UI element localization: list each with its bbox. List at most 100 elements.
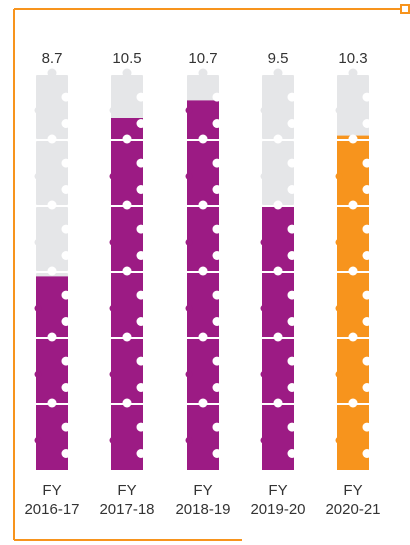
category-label: FY <box>343 482 362 499</box>
puzzle-top-tab <box>348 68 358 78</box>
puzzle-knob <box>362 317 372 326</box>
puzzle-piece-empty <box>36 75 68 139</box>
puzzle-knob <box>61 383 71 392</box>
puzzle-knob <box>362 224 372 234</box>
puzzle-knob <box>136 92 146 102</box>
puzzle-knob <box>198 200 208 210</box>
puzzle-knob <box>362 185 372 194</box>
puzzle-knob <box>273 200 283 210</box>
puzzle-knob <box>212 422 222 432</box>
puzzle-knob <box>61 158 71 168</box>
puzzle-knob <box>136 185 146 194</box>
puzzle-piece-empty <box>337 75 369 139</box>
puzzle-knob <box>136 422 146 432</box>
puzzle-knob <box>61 251 71 260</box>
puzzle-knob <box>61 317 71 326</box>
category-label: FY <box>42 482 61 499</box>
puzzle-knob <box>136 290 146 300</box>
puzzle-knob <box>287 422 297 432</box>
puzzle-knob <box>287 224 297 234</box>
puzzle-knob <box>362 119 372 128</box>
puzzle-tab <box>260 304 268 312</box>
puzzle-knob <box>122 134 132 144</box>
puzzle-knob <box>136 449 146 458</box>
puzzle-tab <box>109 238 117 246</box>
puzzle-knob <box>212 92 222 102</box>
puzzle-knob <box>47 398 57 408</box>
puzzle-knob <box>136 158 146 168</box>
puzzle-knob <box>61 290 71 300</box>
puzzle-tab <box>260 370 268 378</box>
category-label: 2016-17 <box>24 501 79 518</box>
category-label: 2017-18 <box>99 501 154 518</box>
puzzle-knob <box>212 356 222 366</box>
puzzle-piece-empty <box>262 75 294 139</box>
puzzle-knob <box>198 266 208 276</box>
puzzle-knob <box>136 251 146 260</box>
puzzle-knob <box>212 224 222 234</box>
puzzle-tab <box>34 370 42 378</box>
puzzle-knob <box>198 332 208 342</box>
puzzle-knob <box>287 185 297 194</box>
puzzle-knob <box>362 383 372 392</box>
puzzle-top-tab <box>198 68 208 78</box>
puzzle-tab <box>335 106 343 114</box>
puzzle-tab <box>109 370 117 378</box>
category-label: FY <box>268 482 287 499</box>
puzzle-knob <box>362 449 372 458</box>
puzzle-tab <box>185 172 193 180</box>
puzzle-knob <box>212 185 222 194</box>
puzzle-knob <box>287 92 297 102</box>
puzzle-tab <box>335 238 343 246</box>
bar <box>187 100 219 471</box>
puzzle-knob <box>287 356 297 366</box>
puzzle-knob <box>136 356 146 366</box>
puzzle-tab <box>34 304 42 312</box>
puzzle-knob <box>287 119 297 128</box>
puzzle-knob <box>61 449 71 458</box>
category-label: 2018-19 <box>175 501 230 518</box>
puzzle-knob <box>47 200 57 210</box>
bar <box>337 135 369 470</box>
puzzle-knob <box>287 158 297 168</box>
value-labels-layer: 8.7 10.5 10.7 9.5 10.3 <box>42 50 368 67</box>
puzzle-knob <box>198 134 208 144</box>
puzzle-column <box>34 68 71 470</box>
puzzle-tab <box>335 172 343 180</box>
puzzle-tab <box>109 106 117 114</box>
puzzle-knob <box>47 266 57 276</box>
puzzle-knob <box>287 383 297 392</box>
category-label: FY <box>193 482 212 499</box>
puzzle-tab <box>34 238 42 246</box>
value-label: 10.3 <box>338 50 367 67</box>
puzzle-tab <box>109 304 117 312</box>
puzzle-tab <box>185 304 193 312</box>
puzzle-tab <box>185 106 193 114</box>
puzzle-knob <box>61 224 71 234</box>
puzzle-knob <box>212 158 222 168</box>
puzzle-knob <box>287 251 297 260</box>
puzzle-knob <box>212 119 222 128</box>
puzzle-knob <box>122 332 132 342</box>
puzzle-knob <box>61 356 71 366</box>
puzzle-knob <box>136 119 146 128</box>
puzzle-column <box>335 68 372 470</box>
value-label: 9.5 <box>268 50 289 67</box>
puzzle-knob <box>212 317 222 326</box>
puzzle-column <box>185 68 222 471</box>
puzzle-knob <box>362 158 372 168</box>
puzzle-knob <box>362 422 372 432</box>
puzzle-knob <box>61 185 71 194</box>
puzzle-piece-empty <box>36 141 68 205</box>
puzzle-tab <box>34 106 42 114</box>
puzzle-knob <box>136 383 146 392</box>
category-label: 2019-20 <box>250 501 305 518</box>
puzzle-knob <box>287 449 297 458</box>
puzzle-tab <box>185 238 193 246</box>
puzzle-knob <box>136 224 146 234</box>
puzzle-knob <box>61 92 71 102</box>
puzzle-knob <box>362 92 372 102</box>
puzzle-tab <box>335 370 343 378</box>
puzzle-tab <box>185 436 193 444</box>
